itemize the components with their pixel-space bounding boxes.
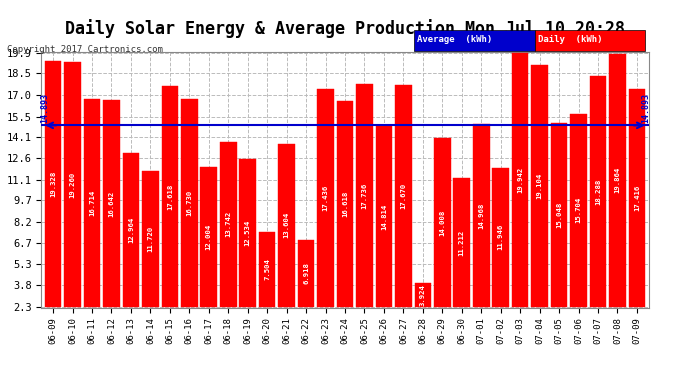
Bar	[629, 89, 645, 307]
Bar	[45, 62, 61, 307]
Text: 11.212: 11.212	[459, 230, 465, 256]
Bar	[512, 53, 529, 307]
Text: 3.924: 3.924	[420, 284, 426, 306]
Bar	[298, 240, 315, 307]
Bar	[531, 65, 548, 307]
Text: 11.720: 11.720	[148, 226, 153, 252]
Text: 12.534: 12.534	[245, 220, 250, 246]
Bar	[239, 159, 256, 307]
Text: 19.260: 19.260	[70, 171, 75, 198]
Bar	[473, 124, 489, 307]
Text: 14.008: 14.008	[440, 209, 445, 236]
Text: 17.618: 17.618	[167, 183, 173, 210]
Bar	[201, 167, 217, 307]
Text: 19.328: 19.328	[50, 171, 56, 197]
Bar	[259, 232, 275, 307]
Bar	[551, 123, 567, 307]
Text: Daily Solar Energy & Average Production Mon Jul 10 20:28: Daily Solar Energy & Average Production …	[65, 19, 625, 38]
Bar	[161, 86, 178, 307]
Bar	[123, 153, 139, 307]
Bar	[220, 142, 237, 307]
Text: 19.104: 19.104	[537, 172, 542, 199]
Text: Average  (kWh): Average (kWh)	[417, 35, 493, 44]
Text: 13.604: 13.604	[284, 212, 290, 238]
Text: 15.704: 15.704	[575, 197, 582, 223]
Bar	[356, 84, 373, 307]
Text: 11.946: 11.946	[497, 224, 504, 251]
Bar	[395, 86, 412, 307]
Bar	[609, 54, 626, 307]
Bar	[83, 99, 100, 307]
Bar	[375, 126, 392, 307]
Bar	[493, 168, 509, 307]
Text: 18.288: 18.288	[595, 178, 601, 205]
Bar	[317, 89, 334, 307]
Text: Daily  (kWh): Daily (kWh)	[538, 35, 602, 44]
Text: 17.416: 17.416	[634, 185, 640, 211]
Text: 16.618: 16.618	[342, 190, 348, 217]
Bar	[181, 99, 197, 307]
Bar	[570, 114, 586, 307]
Text: 7.504: 7.504	[264, 258, 270, 280]
Bar	[453, 178, 470, 307]
Text: 19.942: 19.942	[517, 166, 523, 193]
Text: 6.918: 6.918	[303, 262, 309, 285]
Text: 14.893: 14.893	[40, 93, 49, 123]
Text: 17.736: 17.736	[362, 183, 368, 209]
Text: 12.964: 12.964	[128, 217, 134, 243]
Text: 17.670: 17.670	[400, 183, 406, 209]
Text: 17.436: 17.436	[322, 184, 328, 211]
Bar	[434, 138, 451, 307]
Bar	[337, 100, 353, 307]
Bar	[590, 76, 607, 307]
Text: 12.004: 12.004	[206, 224, 212, 250]
Text: 14.968: 14.968	[478, 202, 484, 229]
Text: 14.814: 14.814	[381, 204, 387, 230]
Text: 14.893: 14.893	[641, 93, 650, 123]
Bar	[278, 144, 295, 307]
Text: 16.730: 16.730	[186, 190, 193, 216]
Text: 13.742: 13.742	[225, 211, 231, 237]
Bar	[64, 63, 81, 307]
Text: 16.642: 16.642	[108, 190, 115, 217]
Bar	[142, 171, 159, 307]
Text: 16.714: 16.714	[89, 190, 95, 216]
Bar	[104, 100, 120, 307]
Text: 15.048: 15.048	[556, 202, 562, 228]
Text: Copyright 2017 Cartronics.com: Copyright 2017 Cartronics.com	[7, 45, 163, 54]
Text: 19.864: 19.864	[615, 167, 620, 194]
Bar	[415, 284, 431, 307]
